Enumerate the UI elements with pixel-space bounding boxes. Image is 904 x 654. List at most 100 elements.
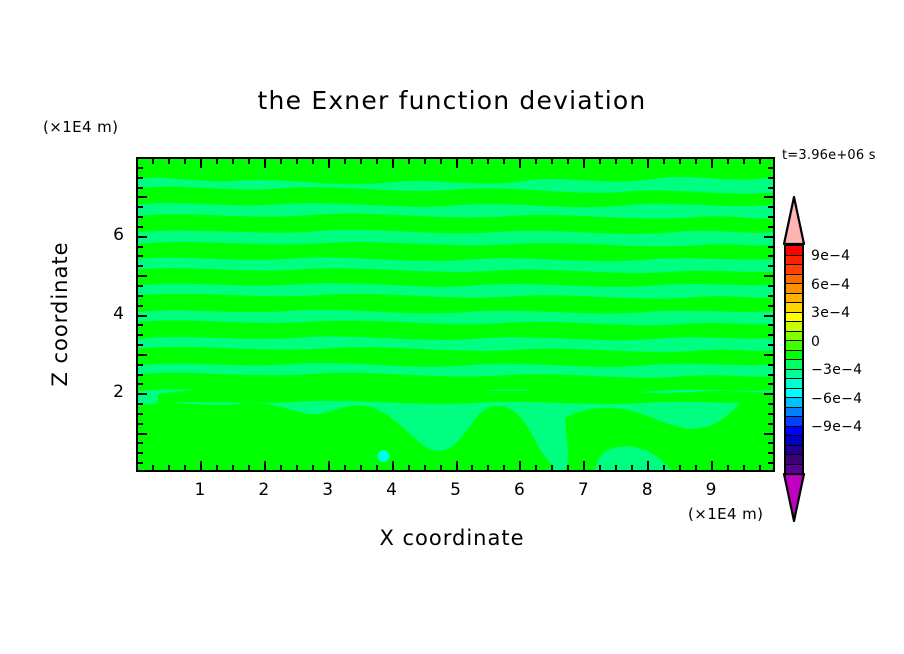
y-axis-tick	[138, 423, 143, 425]
x-axis-tick	[711, 461, 713, 470]
y-axis-tick-label: 6	[94, 225, 124, 245]
x-axis-tick	[216, 465, 218, 470]
x-axis-tick	[184, 159, 186, 164]
y-axis-tick	[768, 374, 773, 376]
colorbar-tick-label: −6e−4	[811, 391, 862, 407]
x-axis-tick	[711, 159, 713, 168]
y-axis-tick	[138, 167, 143, 169]
y-axis-tick	[764, 275, 773, 277]
x-axis-tick	[152, 159, 154, 164]
page-title: the Exner function deviation	[0, 86, 904, 115]
x-axis-tick	[440, 159, 442, 164]
x-axis-tick	[264, 159, 266, 168]
y-axis-tick	[768, 364, 773, 366]
x-axis-tick	[743, 159, 745, 164]
x-axis-tick	[535, 159, 537, 164]
y-axis-tick	[768, 216, 773, 218]
x-axis-tick	[168, 159, 170, 164]
x-axis-tick	[647, 461, 649, 470]
x-axis-tick	[503, 159, 505, 164]
x-axis-tick	[344, 465, 346, 470]
colorbar-under-arrow	[781, 473, 807, 522]
y-axis-tick	[138, 285, 143, 287]
y-axis-tick	[768, 265, 773, 267]
x-axis-tick-label: 3	[313, 480, 343, 500]
y-axis-tick	[138, 226, 143, 228]
x-axis-tick	[248, 465, 250, 470]
y-axis-tick	[138, 246, 143, 248]
x-axis-tick	[216, 159, 218, 164]
x-axis-tick	[152, 465, 154, 470]
y-axis-tick	[768, 305, 773, 307]
x-axis-tick	[376, 465, 378, 470]
x-axis-tick-label: 7	[568, 480, 598, 500]
x-axis-tick	[424, 465, 426, 470]
x-axis-tick	[519, 159, 521, 168]
x-axis-tick	[264, 461, 266, 470]
x-axis-tick	[759, 465, 761, 470]
x-axis-tick	[471, 465, 473, 470]
z-axis-unit-label: (×1E4 m)	[43, 118, 118, 136]
y-axis-tick	[138, 452, 143, 454]
y-axis-tick	[768, 187, 773, 189]
contour-field	[138, 159, 773, 470]
y-axis-tick	[764, 236, 773, 238]
colorbar-tick-label: 6e−4	[811, 277, 850, 293]
x-axis-tick	[440, 465, 442, 470]
y-axis-tick	[138, 216, 143, 218]
y-axis-tick	[138, 334, 143, 336]
colorbar: 9e−46e−43e−40−3e−4−6e−4−9e−4	[781, 196, 807, 522]
x-axis-tick	[615, 159, 617, 164]
y-axis-tick	[764, 315, 773, 317]
x-axis-tick-label: 6	[504, 480, 534, 500]
y-axis-tick	[138, 383, 143, 385]
y-axis-tick	[768, 452, 773, 454]
x-axis-tick	[567, 159, 569, 164]
x-axis-tick	[599, 465, 601, 470]
x-axis-tick	[456, 159, 458, 168]
y-axis-tick	[768, 226, 773, 228]
y-axis-tick	[138, 364, 143, 366]
y-axis-tick	[768, 334, 773, 336]
x-axis-title: X coordinate	[0, 526, 904, 550]
plot-area	[136, 157, 775, 472]
x-axis-tick	[743, 465, 745, 470]
y-axis-tick	[768, 423, 773, 425]
y-axis-tick	[768, 403, 773, 405]
x-axis-tick	[695, 159, 697, 164]
y-axis-tick	[138, 344, 143, 346]
y-axis-tick	[138, 187, 143, 189]
colorbar-tick-label: 9e−4	[811, 248, 850, 264]
y-axis-tick	[138, 255, 143, 257]
x-axis-tick	[424, 159, 426, 164]
y-axis-tick	[768, 413, 773, 415]
x-axis-tick	[695, 465, 697, 470]
x-axis-tick	[663, 465, 665, 470]
y-axis-tick	[138, 206, 143, 208]
y-axis-tick-label: 4	[94, 304, 124, 324]
y-axis-tick	[764, 393, 773, 395]
x-axis-unit-label: (×1E4 m)	[688, 505, 763, 523]
x-axis-tick	[583, 461, 585, 470]
x-axis-tick	[376, 159, 378, 164]
y-axis-tick	[138, 315, 147, 317]
x-axis-tick	[408, 159, 410, 164]
x-axis-tick-label: 5	[441, 480, 471, 500]
y-axis-tick-label: 2	[94, 382, 124, 402]
y-axis-tick	[138, 305, 143, 307]
x-axis-tick	[328, 461, 330, 470]
y-axis-tick	[138, 442, 143, 444]
x-axis-tick	[727, 159, 729, 164]
x-axis-tick	[200, 159, 202, 168]
x-axis-tick	[168, 465, 170, 470]
contour-plot-figure: the Exner function deviation (×1E4 m) t=…	[0, 0, 904, 654]
x-axis-tick	[759, 159, 761, 164]
y-axis-tick	[138, 196, 147, 198]
x-axis-tick	[519, 461, 521, 470]
x-axis-tick	[599, 159, 601, 164]
x-axis-tick	[456, 461, 458, 470]
x-axis-tick	[567, 465, 569, 470]
timestamp-annotation: t=3.96e+06 s	[782, 148, 876, 163]
y-axis-tick	[138, 403, 143, 405]
y-axis-tick	[768, 255, 773, 257]
